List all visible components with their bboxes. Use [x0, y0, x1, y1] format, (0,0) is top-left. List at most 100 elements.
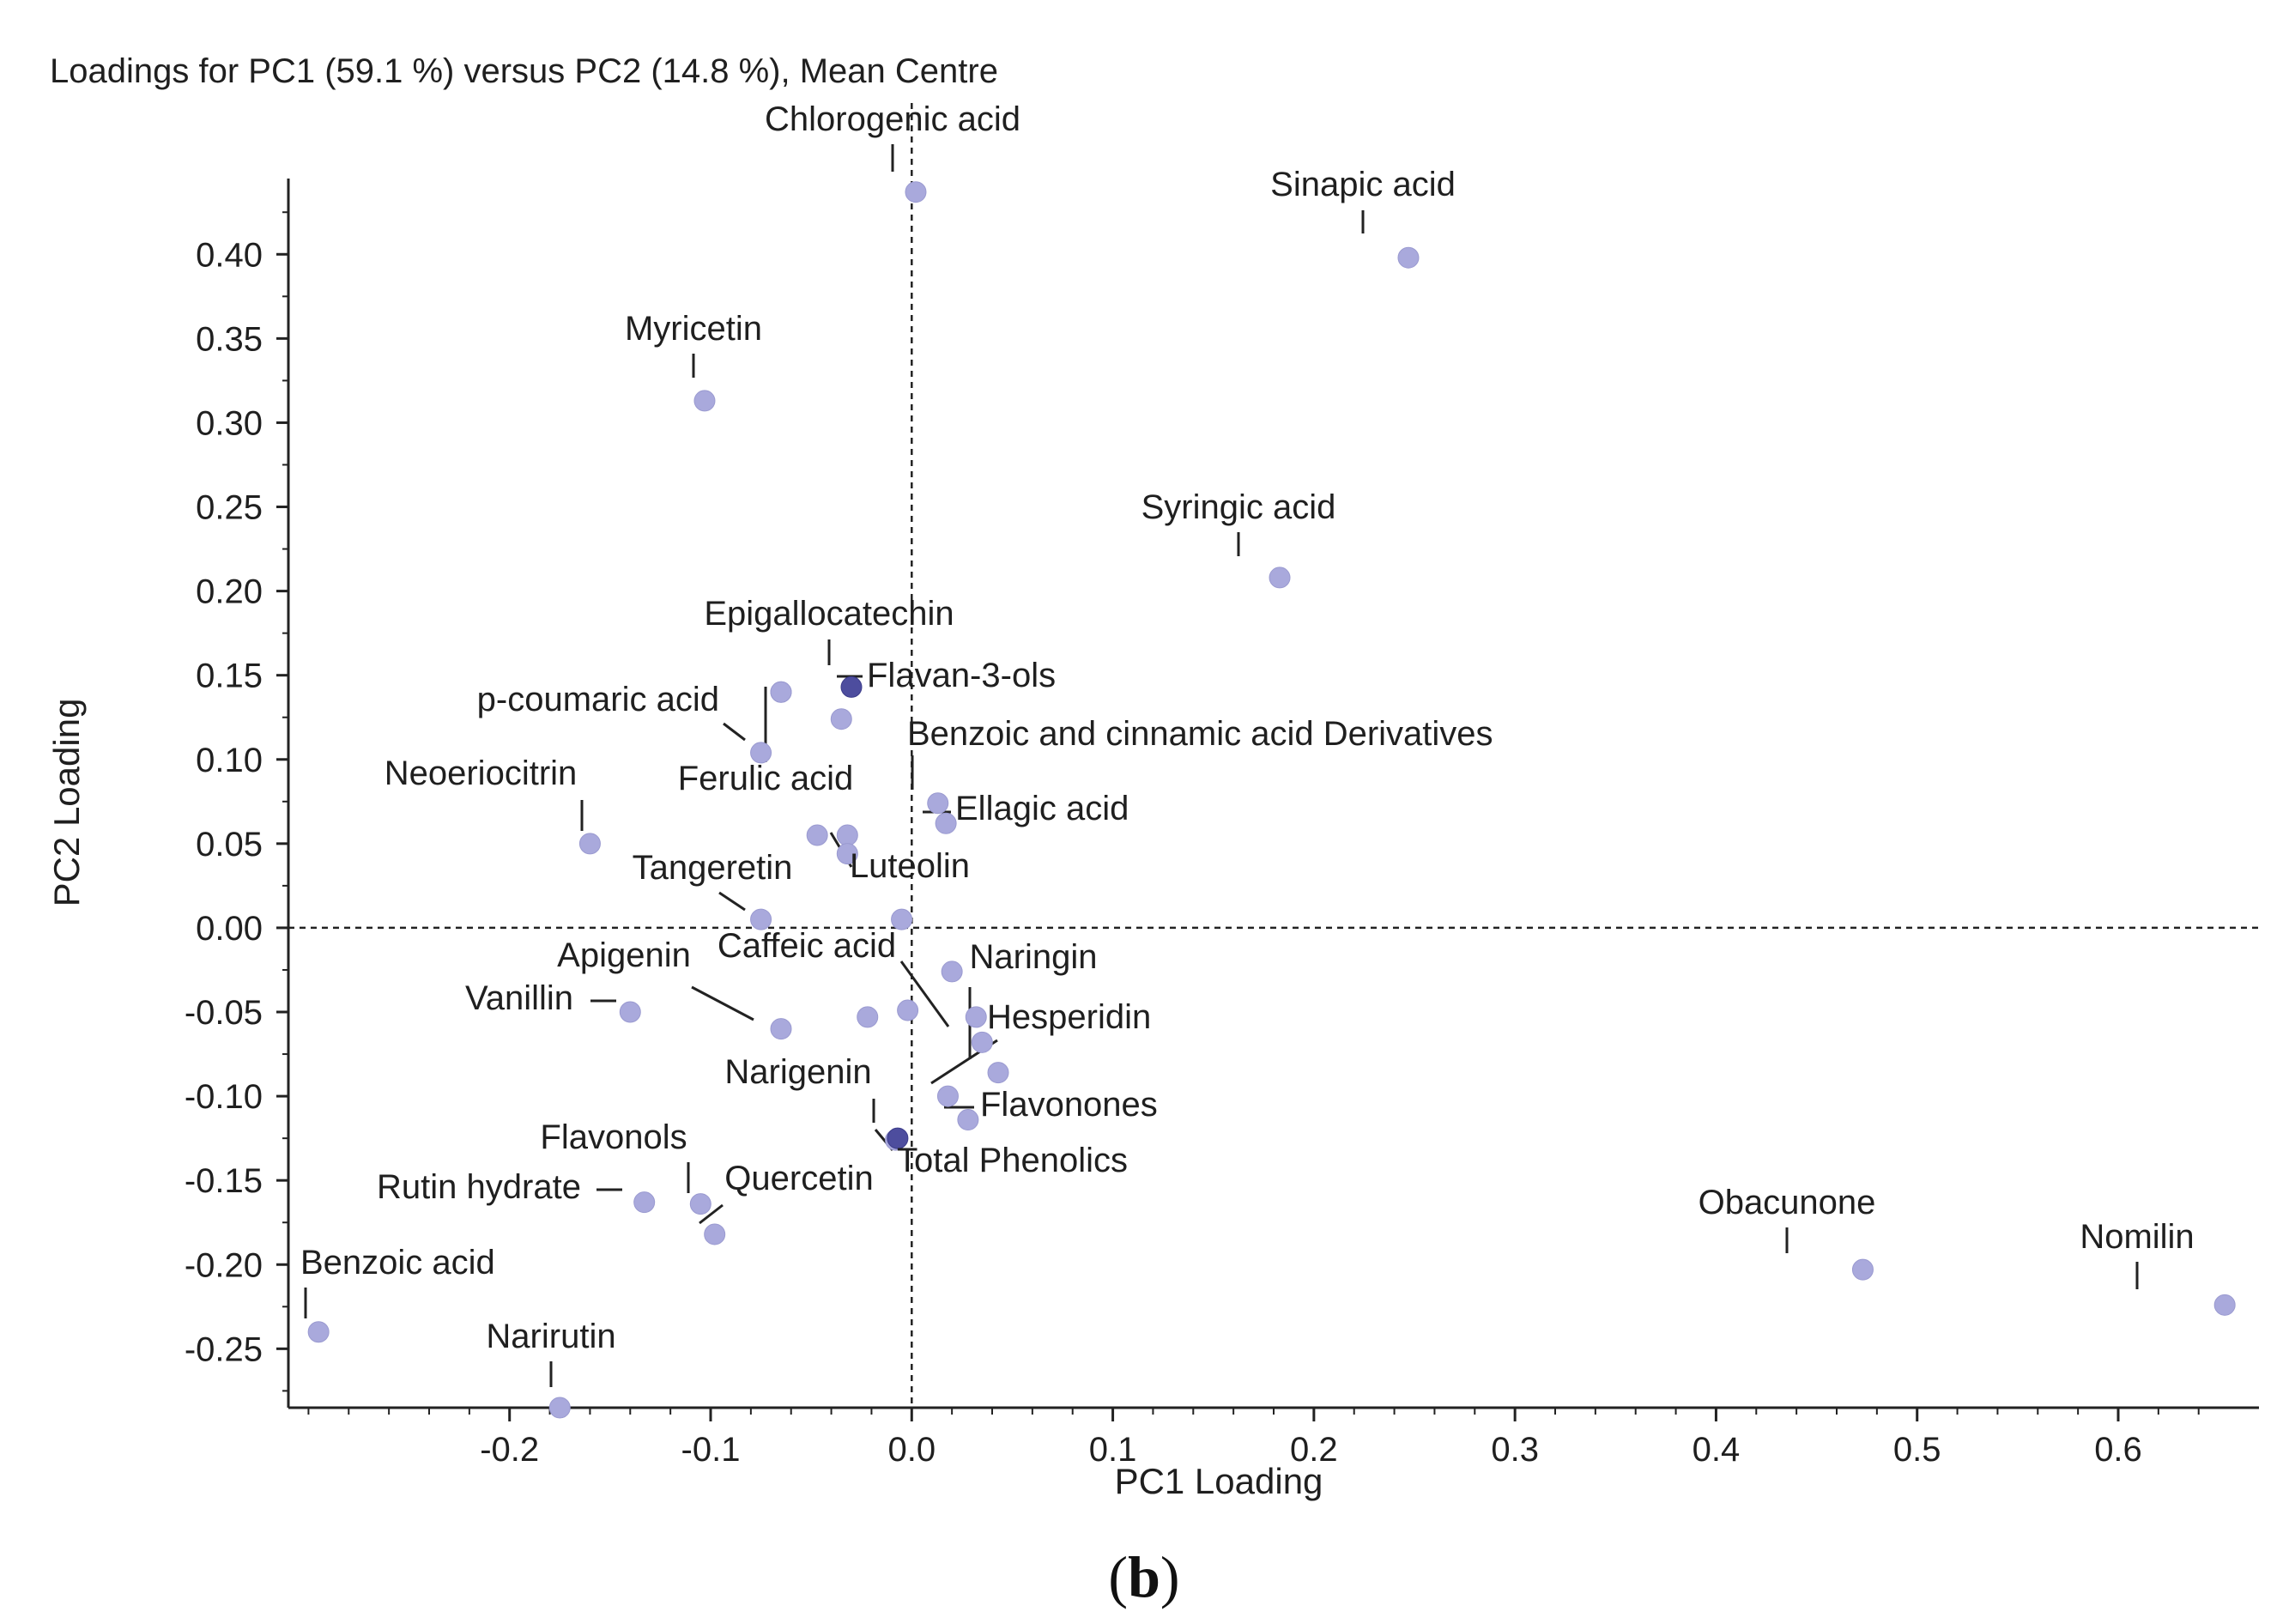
point-label: Flavonones: [980, 1086, 1158, 1124]
data-point: [935, 812, 957, 834]
panel-label: (b): [1108, 1544, 1179, 1609]
point-label: Naringin: [970, 938, 1098, 976]
x-tick-label: 0.0: [887, 1431, 936, 1469]
point-label: Apigenin: [557, 936, 691, 974]
label-connector: [723, 722, 746, 742]
panel-label-open: (: [1108, 1544, 1128, 1609]
x-axis-label: PC1 Loading: [1115, 1461, 1323, 1501]
data-point: [891, 908, 913, 930]
y-tick-label: -0.25: [185, 1330, 263, 1368]
data-point: [905, 181, 927, 203]
data-point: [941, 960, 963, 983]
data-point: [857, 1006, 879, 1028]
label-connector: [691, 985, 754, 1021]
data-point: [957, 1109, 979, 1131]
data-point: [1397, 246, 1420, 269]
panel-label-close: ): [1160, 1544, 1180, 1609]
x-tick-label: 0.6: [2094, 1431, 2142, 1469]
point-label: Neoeriocitrin: [385, 754, 578, 792]
y-tick-label: -0.10: [185, 1078, 263, 1116]
data-point: [704, 1223, 726, 1245]
y-tick-label: 0.15: [196, 657, 263, 695]
data-point: [806, 824, 828, 846]
point-label: Tangeretin: [633, 849, 793, 887]
data-point: [936, 1085, 959, 1107]
data-point: [548, 1397, 571, 1419]
data-points: [307, 181, 2236, 1419]
data-point: [689, 1193, 712, 1215]
data-point: [619, 1001, 641, 1023]
data-point: [1851, 1258, 1874, 1281]
y-tick-label: 0.30: [196, 404, 263, 442]
point-label: Syringic acid: [1141, 488, 1336, 526]
point-label: Epigallocatechin: [704, 595, 954, 633]
reference-lines: [288, 103, 2259, 1408]
data-point: [965, 1006, 987, 1028]
data-point: [836, 843, 858, 865]
data-point: [750, 742, 772, 764]
point-label: Rutin hydrate: [377, 1168, 581, 1206]
point-label: Hesperidin: [987, 998, 1151, 1036]
label-connector: [899, 960, 950, 1027]
y-tick-label: -0.20: [185, 1246, 263, 1284]
point-label: Narirutin: [486, 1318, 615, 1355]
point-label: Ellagic acid: [955, 790, 1129, 827]
point-label: Chlorogenic acid: [765, 100, 1020, 138]
point-label: Sinapic acid: [1270, 166, 1456, 203]
y-tick-label: -0.15: [185, 1162, 263, 1200]
data-point: [633, 1191, 656, 1214]
y-tick-label: 0.25: [196, 489, 263, 527]
point-label: Vanillin: [465, 979, 573, 1017]
data-point: [971, 1031, 993, 1053]
point-label: Benzoic acid: [300, 1244, 495, 1282]
data-point: [770, 681, 792, 703]
point-label: Flavan-3-ols: [867, 657, 1056, 694]
y-tick-label: 0.05: [196, 826, 263, 864]
y-tick-label: 0.40: [196, 236, 263, 274]
y-tick-label: 0.20: [196, 573, 263, 611]
label-connector: [699, 1203, 724, 1225]
point-label: Ferulic acid: [678, 760, 854, 797]
data-point: [770, 1018, 792, 1040]
y-tick-label: 0.10: [196, 742, 263, 779]
point-label: Obacunone: [1699, 1184, 1876, 1221]
data-point: [987, 1062, 1009, 1084]
y-axis-label: PC2 Loading: [46, 699, 87, 907]
point-label: p-coumaric acid: [477, 681, 719, 718]
point-label: Luteolin: [850, 847, 970, 885]
point-label: Flavonols: [540, 1118, 687, 1156]
point-label: Quercetin: [724, 1160, 873, 1197]
point-label: Total Phenolics: [897, 1142, 1128, 1179]
group-data-point: [887, 1127, 909, 1149]
tick-marks: 0.40 0.35 0.30 0.25 0.20 0.15 0.10 0.05 0.00 -0.0…: [185, 211, 2200, 1469]
y-tick-label: 0.35: [196, 320, 263, 358]
data-point: [693, 390, 716, 412]
data-point: [750, 908, 772, 930]
point-label: Myricetin: [625, 310, 762, 348]
x-tick-label: 0.3: [1491, 1431, 1539, 1469]
x-tick-label: 0.1: [1089, 1431, 1137, 1469]
chart-title: Loadings for PC1 (59.1 %) versus PC2 (14…: [50, 52, 998, 90]
data-point: [897, 999, 919, 1021]
point-labels: Chlorogenic acid Sinapic acid Myricetin Syr…: [300, 100, 2195, 1355]
data-point: [2213, 1294, 2236, 1316]
x-tick-label: -0.1: [681, 1431, 741, 1469]
point-label: Narigenin: [724, 1053, 871, 1091]
x-tick-label: 0.2: [1290, 1431, 1338, 1469]
data-point: [578, 833, 601, 855]
data-point: [830, 708, 852, 730]
data-point: [927, 792, 949, 815]
point-label: Benzoic and cinnamic acid Derivatives: [907, 715, 1493, 753]
point-label: Nomilin: [2080, 1218, 2194, 1256]
data-point: [307, 1321, 330, 1343]
x-tick-label: -0.2: [480, 1431, 539, 1469]
point-label: Caffeic acid: [718, 927, 896, 965]
panel-label-letter: b: [1128, 1544, 1160, 1609]
group-data-point: [840, 676, 863, 698]
x-tick-label: 0.4: [1693, 1431, 1741, 1469]
x-tick-label: 0.5: [1893, 1431, 1941, 1469]
axes: [287, 179, 2259, 1409]
y-tick-label: -0.05: [185, 994, 263, 1032]
data-point: [836, 824, 858, 846]
